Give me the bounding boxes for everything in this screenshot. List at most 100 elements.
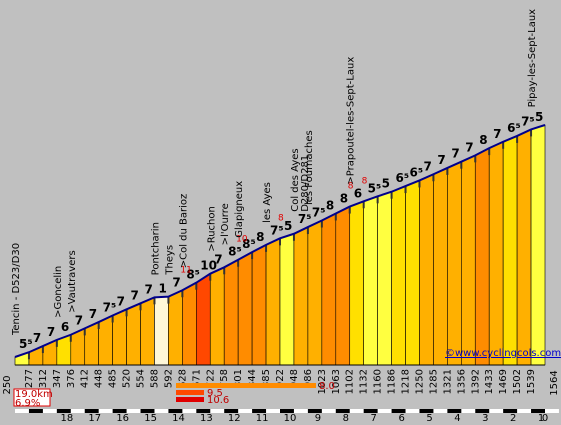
altitude-label: 1433: [484, 369, 495, 394]
altitude-label: 671: [191, 369, 202, 388]
max-gradient-label: 8: [278, 213, 284, 223]
steepest-stretch-value: 8.0: [319, 381, 335, 392]
profile-segment: [321, 212, 337, 366]
axis-ruler-segment: [210, 409, 225, 413]
gradient-label: 5⁵: [19, 337, 33, 351]
axis-ruler-segment: [377, 409, 392, 413]
altitude-label: 628: [177, 369, 188, 388]
axis-tick-label: 13: [200, 413, 213, 424]
axis-ruler: [15, 409, 547, 413]
altitude-labels: 277 312 347 376 412 448 485 520 554 588 592 628 671 7…: [24, 369, 537, 394]
steepest-stretch-bar: [176, 397, 204, 402]
gradient-label: 7: [131, 288, 139, 302]
altitude-label: 554: [136, 369, 147, 388]
segment-ticks: [27, 129, 533, 360]
profile-segment: [474, 147, 490, 366]
gradient-label: 1: [158, 282, 166, 296]
gradient-label: 8⁵: [242, 237, 256, 251]
place-label: >l'Ourre: [220, 203, 231, 245]
steepest-stretch-bar: [176, 390, 204, 395]
altitude-label: 986: [303, 369, 314, 388]
gradient-label: 7⁵: [521, 114, 535, 128]
gradient-label: 7: [451, 147, 459, 161]
axis-tick-label: 8: [343, 413, 349, 424]
place-label: Col des Ayes: [290, 148, 301, 211]
axis-ruler-segment: [349, 409, 364, 413]
profile-segment: [168, 289, 183, 366]
axis-ruler-segment: [15, 409, 29, 413]
axis-tick-label: 6: [398, 413, 404, 424]
gradient-label: 8: [479, 133, 487, 147]
profile-segment: [433, 167, 448, 366]
altitude-label: 1392: [470, 369, 481, 394]
distance-axis: 18 17 16 15 14 13 12 11 10 9 8 7 6 5 4 3 2 10: [15, 409, 559, 424]
profile-segment: [251, 244, 267, 366]
altitude-label: 922: [275, 369, 286, 388]
altitude-label: 347: [52, 369, 63, 388]
max-gradient-label: 10: [236, 235, 248, 245]
summary-distance: 19.0km: [15, 389, 53, 400]
altitude-label: 1102: [345, 369, 356, 394]
steepest-stretch-bars: 8.0 9.510.6: [176, 381, 335, 406]
altitude-label: 448: [94, 369, 105, 388]
profile-segment: [293, 226, 309, 366]
altitude-label: 1285: [428, 369, 439, 394]
gradient-label: 7: [493, 127, 501, 141]
gradient-label: 7: [89, 307, 97, 321]
altitude-label: 1321: [442, 369, 453, 394]
place-labels: Tencin - D523/D30 >Goncelin >Vautravers Pon…: [11, 9, 538, 336]
gradient-label: 7: [437, 153, 445, 167]
gradient-label: 7: [75, 313, 83, 327]
cyclingcols-credit-link[interactable]: ©www.cyclingcols.com: [445, 348, 561, 359]
gradient-label: 6: [61, 320, 69, 334]
summary-frame: [13, 388, 51, 407]
axis-tick-label: 9: [315, 413, 321, 424]
gradient-label: 7⁵: [270, 223, 284, 237]
axis-ruler-segment: [98, 409, 113, 413]
axis-ruler-segment: [433, 409, 448, 413]
altitude-label: 485: [108, 369, 119, 388]
place-label: >Vautravers: [67, 250, 78, 312]
altitude-label: 277: [24, 369, 35, 388]
start-altitude-label: 250: [2, 375, 13, 394]
axis-tick-label: 12: [228, 413, 241, 424]
altitude-label: 1186: [387, 369, 398, 394]
altitude-label: 1218: [401, 369, 412, 394]
gradient-label: 5: [284, 219, 292, 233]
gradient-label: 7: [465, 140, 473, 154]
place-label: Pontcharin: [150, 222, 161, 275]
axis-tick-label: 5: [426, 413, 432, 424]
profile-segment: [377, 191, 392, 366]
place-label: les Ayes: [262, 182, 273, 223]
axis-ruler-segment: [126, 409, 141, 413]
profile-segment: [196, 273, 211, 366]
profile-segment: [279, 233, 295, 366]
altitude-label: 1160: [373, 369, 384, 394]
profile-segment: [265, 237, 281, 366]
axis-tick-label: 15: [144, 413, 157, 424]
steepest-stretch-value: 9.5: [207, 388, 223, 399]
axis-tick-label: 4: [454, 413, 460, 424]
profile-segment: [307, 220, 323, 366]
profile-segment: [363, 195, 378, 366]
place-label: Theys: [164, 245, 175, 276]
altitude-label: 1502: [512, 369, 523, 394]
profile-segment: [530, 124, 546, 366]
gradient-label: 8⁵: [228, 245, 242, 259]
place-label: Glapigneux: [234, 181, 245, 238]
axis-ruler-segment: [293, 409, 308, 413]
axis-ruler-segment: [70, 409, 85, 413]
axis-tick-label: 16: [116, 413, 129, 424]
place-label: >Prapoutel-les-Sept-Laux: [346, 57, 357, 185]
axis-tick-label: 10: [284, 413, 297, 424]
altitude-label: 376: [66, 369, 77, 388]
altitude-label: 948: [289, 369, 300, 388]
profile-segment: [516, 128, 532, 366]
altitude-label: 1539: [526, 369, 537, 394]
gradient-label: 7: [47, 325, 55, 339]
max-gradient-label: 8: [348, 182, 354, 192]
axis-tick-label: 14: [172, 413, 185, 424]
profile-segment: [461, 154, 476, 366]
altitude-label: 1132: [359, 369, 370, 394]
